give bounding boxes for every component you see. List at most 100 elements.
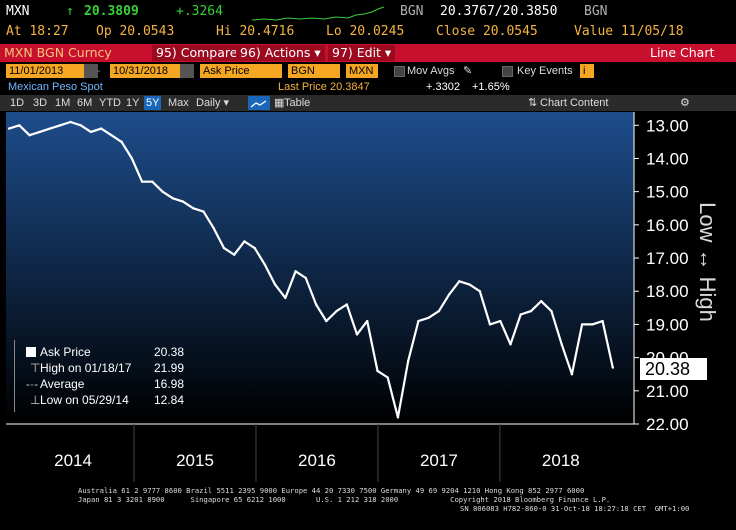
legend-label: Ask Price <box>40 345 91 359</box>
data-point <box>120 140 123 144</box>
calendar-icon-2[interactable] <box>180 64 194 78</box>
key-events-checkbox[interactable] <box>502 66 513 77</box>
frequency-select[interactable]: Daily ▾ <box>196 97 230 109</box>
legend-label: Low on 05/29/14 <box>40 393 129 407</box>
actions-button[interactable]: 96) Actions ▾ <box>236 45 325 61</box>
subtitle-pct-change: +1.65% <box>472 81 510 93</box>
data-point <box>212 226 215 230</box>
chart-content-icon[interactable]: ⇅ <box>528 97 538 109</box>
data-point <box>499 319 502 323</box>
info-icon[interactable]: i <box>580 64 594 78</box>
data-point <box>233 253 236 256</box>
security-subtitle: Mexican Peso Spot Last Price 20.3847 +.3… <box>0 80 736 94</box>
last-price-label: Last Price 20.3847 <box>278 81 370 93</box>
data-point <box>110 134 113 137</box>
data-point <box>48 127 52 130</box>
title-bar: MXN BGN Curncy 95) Compare 96) Actions ▾… <box>0 44 736 62</box>
data-point <box>355 333 359 336</box>
period-max[interactable]: Max <box>168 97 189 109</box>
line-chart-icon[interactable] <box>248 96 270 110</box>
data-point <box>294 270 297 273</box>
quote-low: Lo 20.0245 <box>326 24 405 39</box>
y-tick-label: 22.00 <box>646 415 689 434</box>
y-tick-label: 15.00 <box>646 183 689 202</box>
footer-serial: SN 806083 H782-860-0 31-Oct-18 18:27:18 … <box>460 504 690 513</box>
quote-high: Hi 20.4716 <box>216 24 295 39</box>
period-5y[interactable]: 5Y <box>144 96 162 110</box>
data-point <box>519 313 522 316</box>
data-point <box>529 309 533 313</box>
data-point <box>611 366 615 369</box>
data-point <box>192 207 195 210</box>
data-point <box>130 157 134 160</box>
data-point <box>458 280 461 283</box>
period-1y[interactable]: 1Y <box>126 97 140 109</box>
compare-button[interactable]: 95) Compare <box>152 45 242 61</box>
legend-value: 21.99 <box>153 361 184 375</box>
field-select[interactable]: Ask Price <box>200 64 282 78</box>
data-point <box>7 127 11 130</box>
legend-bracket <box>14 340 15 412</box>
y-tick-label: 19.00 <box>646 315 689 334</box>
period-1m[interactable]: 1M <box>55 97 71 109</box>
sparkline-icon <box>252 6 384 21</box>
calendar-icon[interactable] <box>84 64 98 78</box>
data-point <box>580 323 584 326</box>
data-point <box>263 263 267 266</box>
data-point <box>488 323 492 326</box>
data-point <box>140 180 144 183</box>
price-chart: 13.0014.0015.0016.0017.0018.0019.0020.00… <box>6 112 720 482</box>
series-line-ask-price <box>8 120 614 419</box>
data-point <box>79 124 82 127</box>
low-high-side-label: Low ↔ High <box>695 202 720 322</box>
data-point <box>386 376 389 379</box>
mov-avgs-label: Mov Avgs <box>407 65 455 77</box>
currency-select[interactable]: MXN <box>346 64 378 78</box>
data-point <box>417 319 420 323</box>
table-icon[interactable]: ▦ <box>274 97 285 109</box>
quote-time: At 18:27 <box>6 24 69 39</box>
y-tick-label: 17.00 <box>646 249 689 268</box>
pencil-icon[interactable]: ✎ <box>463 65 473 77</box>
security-title: MXN BGN Curncy <box>4 45 112 60</box>
period-ytd[interactable]: YTD <box>99 97 121 109</box>
period-6m[interactable]: 6M <box>77 97 93 109</box>
end-date-field[interactable]: 10/31/2018 <box>110 64 182 78</box>
x-tick-label: 2015 <box>176 451 214 470</box>
data-point <box>28 134 31 137</box>
data-point <box>202 210 205 213</box>
x-tick-label: 2018 <box>542 451 580 470</box>
settings-gear-icon[interactable]: ⚙ <box>680 97 690 109</box>
edit-button[interactable]: 97) Edit ▾ <box>328 45 396 61</box>
quote-bar: At 18:27 Op 20.0543 Hi 20.4716 Lo 20.024… <box>0 24 736 42</box>
net-change: +.3264 <box>176 4 223 19</box>
security-name: Mexican Peso Spot <box>8 81 103 93</box>
data-point <box>69 120 72 124</box>
y-tick-label: 13.00 <box>646 116 689 135</box>
period-1d[interactable]: 1D <box>10 97 25 109</box>
data-point <box>161 190 164 193</box>
last-price: 20.3809 <box>84 4 139 19</box>
start-date-field[interactable]: 11/01/2013 <box>6 64 88 78</box>
data-point <box>59 124 62 127</box>
data-point <box>540 299 543 303</box>
x-tick-label: 2017 <box>420 451 458 470</box>
data-point <box>335 309 338 313</box>
data-point <box>304 276 308 280</box>
x-axis-ticks: 2014 2015 2016 2017 2018 <box>54 451 580 470</box>
data-point <box>151 180 154 183</box>
chart-controls: 11/01/2013 - 10/31/2018 Ask Price BGN MX… <box>0 63 736 79</box>
period-3d[interactable]: 3D <box>33 97 48 109</box>
chart-legend: Ask Price 20.38 ⊤ High on 01/18/17 21.99… <box>14 340 184 412</box>
series-points <box>7 120 615 419</box>
y-tick-label: 18.00 <box>646 282 689 301</box>
legend-swatch <box>26 347 36 357</box>
x-tick-label: 2016 <box>298 451 336 470</box>
chart-content-button[interactable]: Chart Content <box>540 97 609 109</box>
table-button[interactable]: Table <box>284 97 311 109</box>
source-select[interactable]: BGN <box>288 64 340 78</box>
ticker-symbol[interactable]: MXN <box>6 4 30 19</box>
quote-value-date: Value 11/05/18 <box>574 24 684 39</box>
data-point <box>427 316 430 319</box>
mov-avgs-checkbox[interactable] <box>394 66 405 77</box>
